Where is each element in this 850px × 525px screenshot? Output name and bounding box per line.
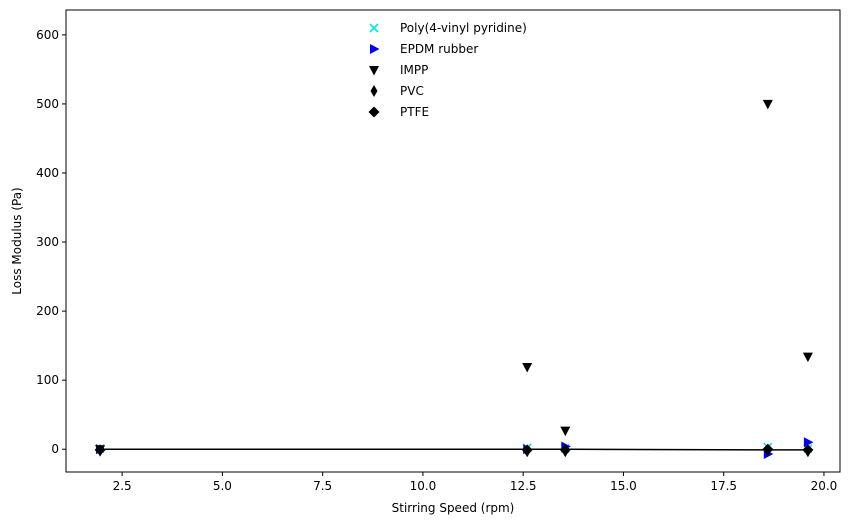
legend-label: PTFE (400, 105, 429, 119)
y-tick-label: 600 (36, 28, 59, 42)
legend-label: EPDM rubber (400, 42, 478, 56)
x-tick-label: 2.5 (113, 479, 132, 493)
data-point (802, 444, 814, 456)
x-tick-label: 15.0 (610, 479, 637, 493)
legend-marker (370, 85, 378, 97)
x-tick-label: 20.0 (811, 479, 838, 493)
legend-item: PTFE (368, 105, 429, 119)
data-point (521, 444, 533, 456)
legend-item: EPDM rubber (370, 42, 478, 56)
data-point (559, 444, 571, 456)
x-tick-label: 17.5 (710, 479, 737, 493)
y-tick-label: 0 (51, 442, 59, 456)
legend-marker (369, 23, 379, 33)
legend-item: Poly(4-vinyl pyridine) (369, 21, 527, 35)
x-tick-label: 10.0 (410, 479, 437, 493)
data-point (803, 437, 814, 448)
y-tick-label: 400 (36, 166, 59, 180)
data-point (762, 99, 773, 110)
data-point (762, 443, 774, 455)
trend-line (100, 448, 808, 451)
legend-item: PVC (370, 84, 424, 98)
x-tick-label: 12.5 (510, 479, 537, 493)
legend-marker (368, 106, 380, 118)
legend-marker (370, 44, 380, 54)
data-point (94, 444, 106, 456)
axes: 2.5 5.0 7.5 10.0 12.5 15.0 17.5 20.0 0 100 200 300 4… (36, 9, 841, 493)
legend-marker (369, 66, 379, 76)
legend-item: IMPP (369, 63, 428, 77)
legend-label: PVC (400, 84, 424, 98)
y-tick-label: 500 (36, 97, 59, 111)
data-point (802, 352, 813, 363)
x-tick-label: 7.5 (313, 479, 332, 493)
legend: Poly(4-vinyl pyridine) EPDM rubber IMPP PVC… (368, 21, 527, 119)
legend-label: Poly(4-vinyl pyridine) (400, 21, 527, 35)
y-tick-label: 300 (36, 235, 59, 249)
y-tick-label: 100 (36, 373, 59, 387)
data-point (522, 363, 533, 373)
plot-area (94, 99, 814, 460)
y-axis-label: Loss Modulus (Pa) (10, 187, 24, 294)
data-point (560, 426, 571, 437)
x-tick-label: 5.0 (213, 479, 232, 493)
plot-frame (65, 9, 841, 473)
y-tick-label: 200 (36, 304, 59, 318)
x-axis-label: Stirring Speed (rpm) (392, 501, 515, 515)
legend-label: IMPP (400, 63, 428, 77)
